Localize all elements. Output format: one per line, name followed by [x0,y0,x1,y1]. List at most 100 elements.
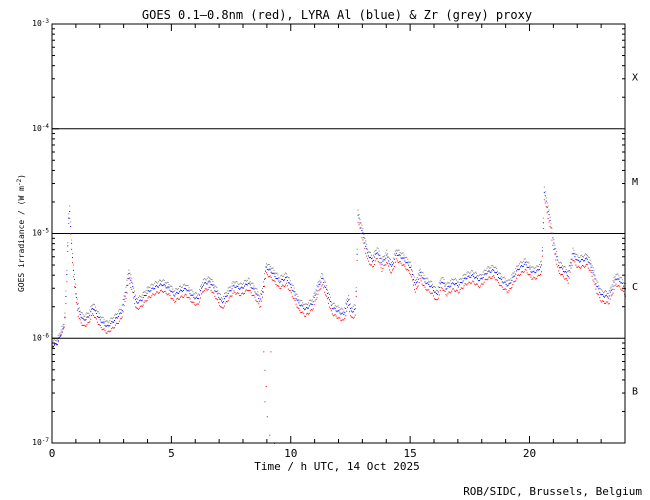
data-point [341,307,343,309]
data-point [296,293,298,295]
data-point [238,284,240,286]
data-point [546,212,548,214]
data-point [285,277,287,279]
data-point [64,317,66,319]
data-point [587,261,589,263]
data-point [523,271,525,273]
data-point [431,292,433,294]
data-point [160,289,162,291]
data-point [427,278,429,280]
data-point [70,233,72,235]
data-point [124,295,126,297]
data-point [302,311,304,313]
data-point [411,269,413,271]
data-point [623,285,625,287]
data-point [371,257,373,259]
data-point [447,293,449,295]
data-point [553,242,555,244]
data-point [86,312,88,314]
data-point [110,330,112,332]
data-point [185,294,187,296]
data-point [592,266,594,268]
data-point [285,272,287,274]
data-point [547,205,549,207]
data-point [519,266,521,268]
data-point [496,279,498,281]
data-point [561,273,563,275]
data-point [230,290,232,292]
data-point [452,288,454,290]
data-point [277,278,279,280]
data-point [458,278,460,280]
data-point [443,279,445,281]
data-point [576,259,578,261]
data-point [317,293,319,295]
data-point [295,303,297,305]
data-point [352,317,354,319]
data-point [90,318,92,320]
data-point [514,275,516,277]
data-point [257,301,259,303]
data-point [73,264,75,266]
data-point [598,294,600,296]
data-point [370,264,372,266]
data-point [408,264,410,266]
data-point [291,295,293,297]
data-point [279,282,281,284]
data-point [192,301,194,303]
data-point [174,301,176,303]
data-point [451,283,453,285]
data-point [551,233,553,235]
data-point [257,291,259,293]
data-point [501,281,503,283]
data-point [513,275,515,277]
data-point [541,247,543,249]
data-point [433,285,435,287]
data-point [246,290,248,292]
data-point [382,260,384,262]
data-point [329,296,331,298]
data-point [469,272,471,274]
data-point [243,287,244,289]
data-point [564,266,566,268]
data-point [385,257,387,259]
data-point [282,278,284,280]
data-point [310,309,312,311]
data-point [264,273,266,275]
data-point [603,296,605,298]
data-point [457,292,459,294]
data-point [159,279,161,281]
data-point [328,293,330,295]
data-point [346,303,348,305]
data-point [148,290,150,292]
data-point [327,297,329,299]
data-point [326,285,328,287]
data-point [536,265,538,267]
data-point [471,282,473,284]
data-point [615,283,617,285]
data-point [228,286,230,288]
data-point [314,291,316,293]
data-point [270,267,272,269]
data-point [480,274,482,276]
data-point [330,310,332,312]
data-point [251,288,253,290]
data-point [267,269,269,271]
data-point [261,293,263,295]
data-point [115,317,117,319]
data-point [326,295,328,297]
data-point [305,308,307,310]
data-point [305,315,307,317]
data-point [273,269,275,271]
data-point [604,295,606,297]
data-point [300,299,302,301]
data-point [492,269,494,271]
data-point [480,283,482,285]
outlier-point [265,386,267,388]
data-point [450,292,452,294]
data-point [72,262,74,264]
data-point [191,302,193,304]
data-point [176,298,178,300]
data-point [118,308,120,310]
data-point [301,311,303,313]
